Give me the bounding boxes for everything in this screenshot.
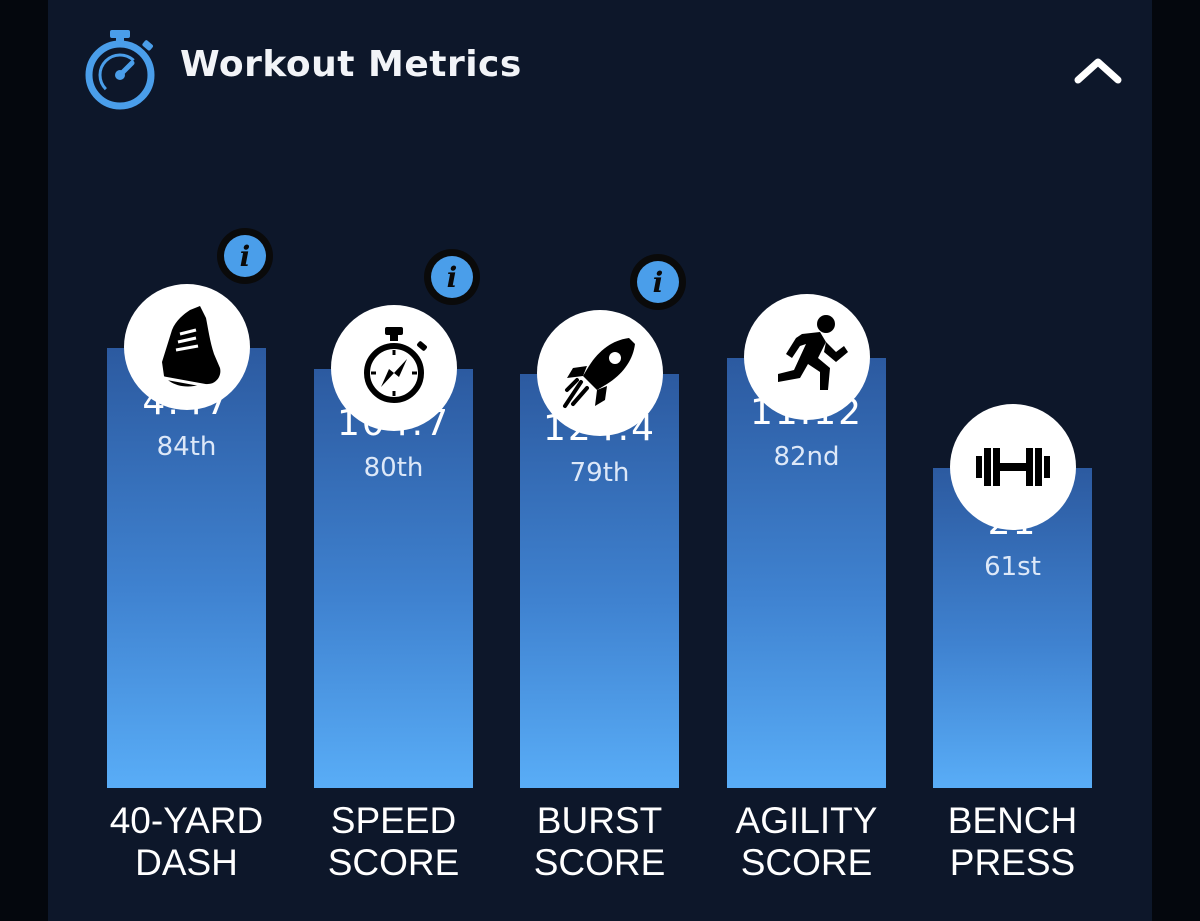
right-margin [1152, 0, 1200, 921]
info-button[interactable]: i [629, 254, 686, 311]
info-icon: i [430, 255, 473, 298]
metric-bar: 104.780th [314, 368, 473, 788]
runner-icon [777, 315, 848, 391]
panel-title: Workout Metrics [180, 44, 522, 85]
category-label: BURST SCORE [500, 800, 700, 884]
stopwatch-badge [330, 304, 457, 431]
category-label: AGILITY SCORE [707, 800, 907, 884]
dumbbell-icon [975, 448, 1050, 486]
category-label: BENCH PRESS [913, 800, 1113, 884]
category-label: 40-YARD DASH [87, 800, 287, 884]
metric-bar: 4.4784th [107, 348, 266, 788]
rocket-badge [536, 310, 663, 437]
metrics-chart: 4.4784th i 40-YARDDASH104.780th i SPEEDS… [48, 0, 1152, 921]
metric-percentile: 61st [984, 552, 1041, 582]
info-icon: i [636, 261, 679, 304]
metric-percentile: 82nd [773, 442, 840, 473]
stopwatch-gauge-icon [85, 30, 155, 110]
metric-percentile: 84th [156, 432, 217, 462]
category-label-line: BURST [536, 800, 663, 841]
dumbbell-badge [949, 404, 1076, 530]
category-label-line: AGILITY [735, 800, 878, 841]
category-label-line: 40-YARD [109, 800, 264, 841]
category-label-line: PRESS [949, 842, 1076, 883]
left-margin [0, 0, 48, 921]
shoe-badge [123, 284, 250, 410]
category-label-line: SPEED [330, 800, 457, 841]
panel-header: Workout Metrics [48, 0, 1152, 140]
category-label-line: SCORE [327, 842, 460, 883]
metric-bar: 11.1282nd [727, 358, 886, 788]
metric-percentile: 79th [569, 458, 630, 489]
stopwatch-icon [363, 326, 427, 403]
rocket-icon [562, 338, 635, 409]
svg-text:i: i [239, 240, 250, 273]
svg-text:i: i [652, 266, 663, 299]
category-label-line: SCORE [740, 842, 873, 883]
runner-badge [743, 294, 870, 421]
category-label-line: SCORE [533, 842, 666, 883]
category-label: SPEED SCORE [294, 800, 494, 884]
shoe-icon [161, 306, 220, 388]
metric-bar: 124.479th [520, 374, 679, 788]
category-label-line: DASH [135, 842, 238, 883]
info-button[interactable]: i [216, 228, 273, 284]
chevron-up-icon[interactable] [1070, 50, 1126, 90]
info-icon: i [223, 235, 266, 277]
metric-percentile: 80th [363, 452, 424, 483]
category-label-line: BENCH [947, 800, 1078, 841]
svg-text:i: i [446, 261, 457, 294]
info-button[interactable]: i [423, 248, 480, 305]
